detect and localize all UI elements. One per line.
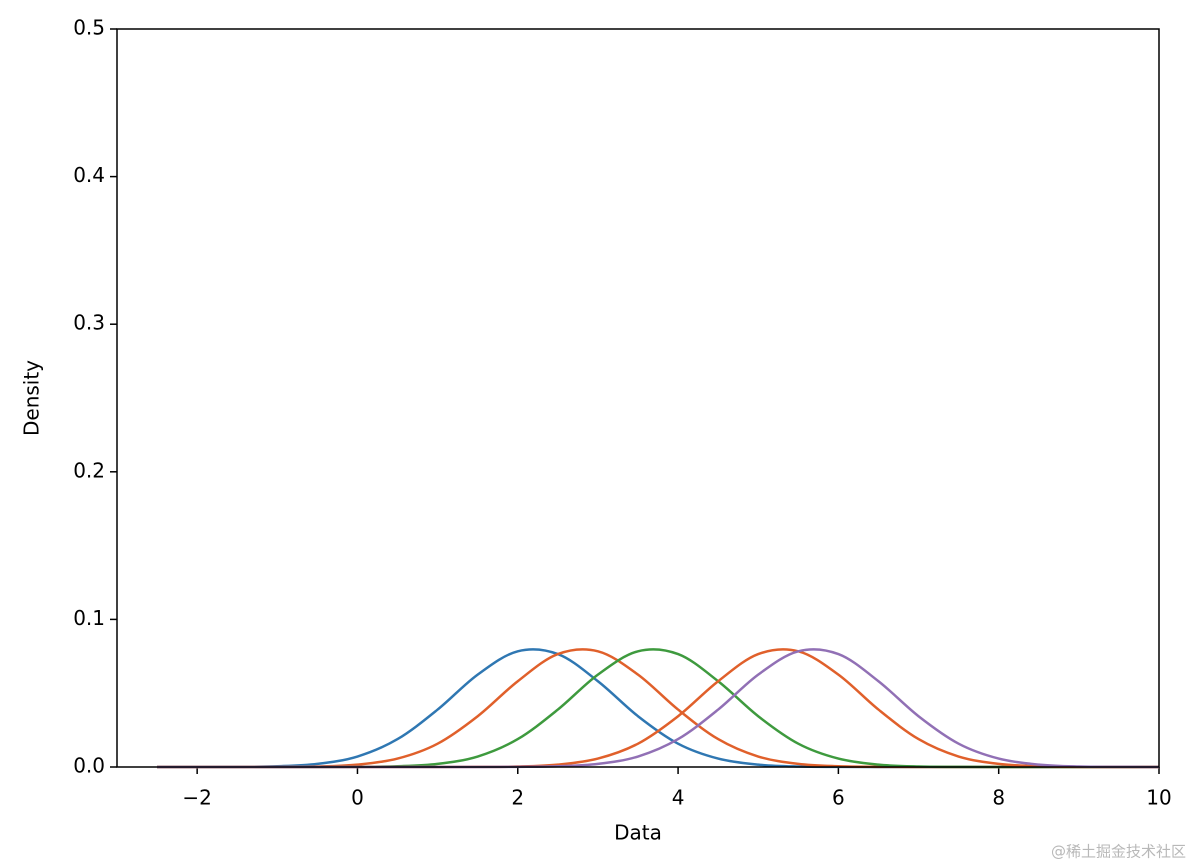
x-tick-label: 0	[351, 786, 364, 810]
x-tick-label: 10	[1146, 786, 1171, 810]
y-tick-label: 0.0	[73, 754, 105, 778]
y-tick-label: 0.2	[73, 458, 105, 482]
x-tick-label: 2	[511, 786, 524, 810]
y-tick-label: 0.4	[73, 163, 105, 187]
x-tick-label: −2	[182, 786, 211, 810]
x-tick-label: 8	[992, 786, 1005, 810]
plot-frame	[116, 28, 1160, 768]
y-tick-label: 0.1	[73, 606, 105, 630]
watermark: @稀土掘金技术社区	[1051, 843, 1186, 861]
x-tick-label: 6	[832, 786, 845, 810]
y-axis-label: Density	[20, 360, 44, 436]
x-axis-label: Data	[614, 821, 662, 845]
x-tick-label: 4	[672, 786, 685, 810]
y-tick-label: 0.5	[73, 16, 105, 40]
line-series	[157, 648, 1160, 769]
y-tick-label: 0.3	[73, 311, 105, 335]
